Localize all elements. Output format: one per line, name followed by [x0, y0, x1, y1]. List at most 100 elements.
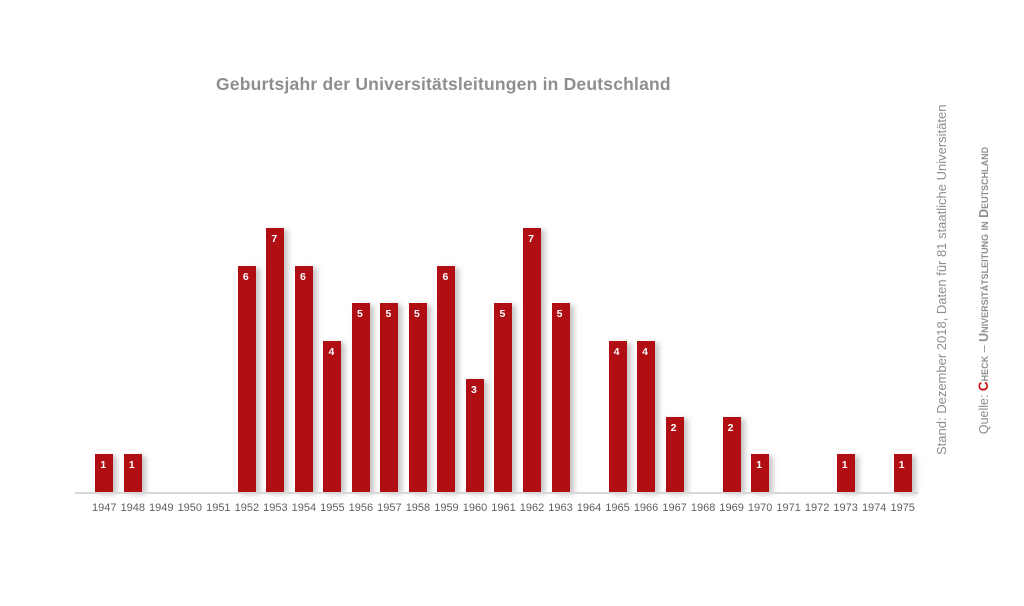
bar-1954: 6: [294, 265, 313, 492]
bar-1967: 2: [665, 416, 684, 492]
x-tick-label: 1949: [149, 502, 174, 514]
x-tick-label: 1966: [633, 502, 659, 514]
bar-1957: 5: [380, 303, 399, 492]
bar-1963: 5: [551, 303, 570, 492]
bar-value-label: 1: [898, 459, 905, 472]
source-separator: –: [977, 341, 991, 356]
bar-slot-1952: 6: [233, 228, 262, 492]
bar-slot-1959: 6: [432, 228, 461, 492]
bar-value-label: 2: [670, 421, 677, 434]
bar-1960: 3: [465, 378, 484, 492]
bar-1948: 1: [123, 454, 142, 492]
x-tick-label: 1974: [861, 502, 887, 514]
bar-slot-1966: 4: [632, 228, 661, 492]
bar-slot-1967: 2: [660, 228, 689, 492]
bar-value-label: 1: [756, 459, 763, 472]
x-tick-label: 1969: [719, 502, 744, 514]
x-tick-label: 1963: [548, 502, 573, 514]
bar-slot-1954: 6: [290, 228, 319, 492]
bar-slot-1948: 1: [119, 228, 148, 492]
bar-1965: 4: [608, 341, 627, 492]
bar-slot-1971: [774, 228, 803, 492]
bar-slot-1956: 5: [347, 228, 376, 492]
bar-1955: 4: [323, 341, 342, 492]
bar-value-label: 1: [100, 459, 107, 472]
bar-value-label: 5: [556, 308, 563, 321]
x-tick-label: 1961: [491, 502, 516, 514]
bars-container: 1 1 6 7 6 4 5 5 5 6 3 5 7 5 4 4 2 2 1 1 1: [90, 228, 917, 492]
bar-1975: 1: [893, 454, 912, 492]
bar-1959: 6: [437, 265, 456, 492]
x-tick-label: 1971: [776, 502, 801, 514]
bar-slot-1973: 1: [831, 228, 860, 492]
x-tick-label: 1956: [348, 502, 374, 514]
bar-value-label: 6: [442, 270, 449, 283]
bar-value-label: 1: [841, 459, 848, 472]
bar-value-label: 6: [299, 270, 306, 283]
x-tick-label: 1953: [263, 502, 288, 514]
x-tick-label: 1975: [890, 502, 915, 514]
bar-slot-1950: [176, 228, 205, 492]
bar-value-label: 4: [642, 346, 648, 359]
bar-value-label: 7: [271, 233, 278, 245]
x-tick-label: 1951: [206, 502, 231, 514]
bar-value-label: 4: [613, 346, 620, 359]
source-name: Universitätsleitung in Deutschland: [977, 146, 991, 342]
bar-slot-1957: 5: [375, 228, 404, 492]
bar-value-label: 5: [414, 308, 420, 321]
bar-1953: 7: [266, 228, 285, 492]
x-tick-label: 1960: [462, 502, 488, 514]
source-note: Stand: Dezember 2018, Daten für 81 staat…: [931, 35, 1016, 455]
bar-1969: 2: [722, 416, 741, 492]
x-tick-label: 1967: [662, 502, 687, 514]
x-tick-label: 1962: [519, 502, 545, 514]
quelle-prefix: Quelle:: [977, 391, 991, 435]
bar-1947: 1: [95, 454, 114, 492]
bar-slot-1968: [689, 228, 718, 492]
bar-1966: 4: [637, 341, 656, 492]
source-line: Quelle: Check – Universitätsleitung in D…: [952, 35, 1016, 455]
bar-1961: 5: [494, 303, 513, 492]
bar-slot-1951: [204, 228, 233, 492]
bar-value-label: 7: [528, 233, 534, 245]
bar-slot-1974: [860, 228, 889, 492]
x-tick-label: 1958: [405, 502, 431, 514]
bar-slot-1963: 5: [546, 228, 575, 492]
x-tick-label: 1973: [833, 502, 858, 514]
x-tick-label: 1954: [291, 502, 317, 514]
bar-slot-1965: 4: [603, 228, 632, 492]
x-tick-label: 1947: [92, 502, 117, 514]
bar-slot-1961: 5: [489, 228, 518, 492]
bar-value-label: 5: [499, 308, 506, 321]
bar-1970: 1: [751, 454, 770, 492]
x-axis-line: [75, 492, 918, 494]
bar-slot-1947: 1: [90, 228, 119, 492]
x-tick-label: 1972: [804, 502, 830, 514]
x-tick-label: 1959: [434, 502, 459, 514]
x-tick-label: 1965: [605, 502, 630, 514]
bar-value-label: 5: [356, 308, 363, 321]
bar-slot-1975: 1: [888, 228, 917, 492]
bar-1958: 5: [408, 303, 427, 492]
bar-value-label: 5: [385, 308, 392, 321]
bar-slot-1958: 5: [404, 228, 433, 492]
bar-slot-1972: [803, 228, 832, 492]
bar-slot-1953: 7: [261, 228, 290, 492]
bar-slot-1970: 1: [746, 228, 775, 492]
chart-title: Geburtsjahr der Universitätsleitungen in…: [216, 74, 671, 94]
bar-value-label: 6: [242, 270, 249, 283]
x-tick-label: 1957: [377, 502, 402, 514]
brand-name: heck: [977, 355, 991, 382]
bar-value-label: 2: [727, 421, 734, 434]
bar-slot-1960: 3: [461, 228, 490, 492]
bar-value-label: 3: [471, 383, 477, 396]
bar-1952: 6: [237, 265, 256, 492]
x-tick-label: 1955: [320, 502, 345, 514]
x-tick-label: 1950: [177, 502, 203, 514]
bar-1956: 5: [351, 303, 370, 492]
bar-slot-1962: 7: [518, 228, 547, 492]
bar-slot-1969: 2: [717, 228, 746, 492]
bar-slot-1949: [147, 228, 176, 492]
bar-slot-1955: 4: [318, 228, 347, 492]
